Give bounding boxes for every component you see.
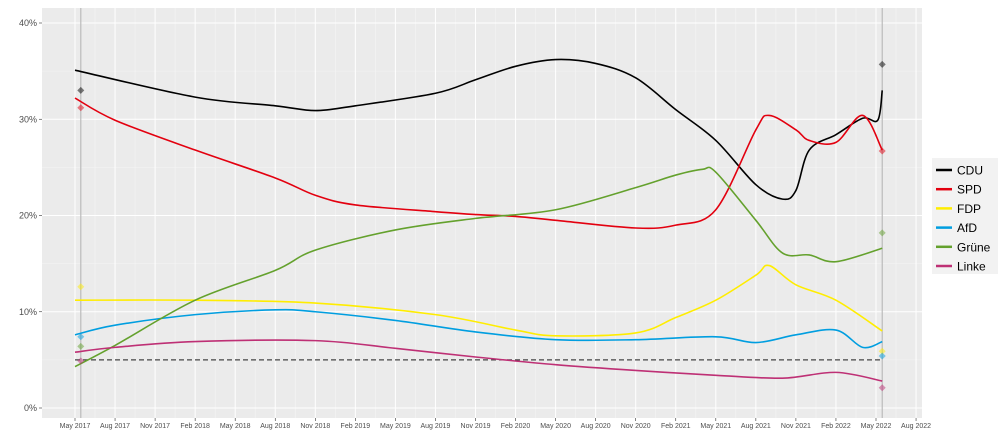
y-tick-label: 10% xyxy=(19,307,37,317)
x-tick-label: Feb 2022 xyxy=(821,423,851,430)
election-result-marker-afd xyxy=(878,352,886,360)
legend-label-fdp: FDP xyxy=(957,202,981,216)
election-result-marker-cdu xyxy=(77,86,85,94)
y-tick-label: 20% xyxy=(19,211,37,221)
x-tick-label: May 2018 xyxy=(220,423,251,430)
legend-label-afd: AfD xyxy=(957,221,977,235)
legend-label-gruene: Grüne xyxy=(957,240,991,254)
legend-label-linke: Linke xyxy=(957,260,986,274)
election-result-marker-afd xyxy=(77,333,85,341)
plot-background xyxy=(42,8,922,418)
election-result-marker-gruene xyxy=(77,342,85,350)
x-tick-label: Feb 2021 xyxy=(661,423,691,430)
x-tick-label: May 2022 xyxy=(861,423,892,430)
x-tick-label: Nov 2019 xyxy=(461,423,491,430)
x-tick-label: Feb 2020 xyxy=(501,423,531,430)
x-tick-label: Nov 2018 xyxy=(300,423,330,430)
x-tick-label: May 2020 xyxy=(540,423,571,430)
x-tick-label: Feb 2018 xyxy=(180,423,210,430)
y-tick-label: 40% xyxy=(19,18,37,28)
election-result-marker-spd xyxy=(878,147,886,155)
x-tick-label: Aug 2020 xyxy=(581,423,611,430)
x-tick-label: Aug 2022 xyxy=(901,423,931,430)
legend-background xyxy=(932,158,998,274)
election-result-marker-linke xyxy=(77,357,85,365)
legend-label-spd: SPD xyxy=(957,183,982,197)
x-tick-label: May 2021 xyxy=(700,423,731,430)
election-result-marker-linke xyxy=(878,384,886,392)
x-tick-label: Aug 2018 xyxy=(260,423,290,430)
x-tick-label: Nov 2020 xyxy=(621,423,651,430)
legend-label-cdu: CDU xyxy=(957,164,983,178)
legend: CDU SPD FDP AfD Grüne Linke xyxy=(932,158,998,274)
x-tick-label: May 2019 xyxy=(380,423,411,430)
election-result-marker-cdu xyxy=(878,60,886,68)
y-tick-label: 0% xyxy=(24,403,37,413)
trend-line-afd xyxy=(74,308,883,349)
election-result-marker-spd xyxy=(77,104,85,112)
trend-line-cdu xyxy=(74,58,884,201)
trend-line-gruene xyxy=(74,166,883,368)
election-result-marker-gruene xyxy=(878,229,886,237)
x-tick-label: Nov 2021 xyxy=(781,423,811,430)
trend-line-spd xyxy=(74,97,883,230)
y-tick-label: 30% xyxy=(19,114,37,124)
x-tick-label: May 2017 xyxy=(60,423,91,430)
x-tick-label: Feb 2019 xyxy=(341,423,371,430)
x-tick-label: Nov 2017 xyxy=(140,423,170,430)
trend-line-fdp xyxy=(74,264,883,337)
x-tick-label: Aug 2021 xyxy=(741,423,771,430)
election-result-marker-fdp xyxy=(878,347,886,355)
election-result-marker-fdp xyxy=(77,283,85,291)
x-tick-label: Aug 2017 xyxy=(100,423,130,430)
x-tick-label: Aug 2019 xyxy=(420,423,450,430)
trend-line-linke xyxy=(74,339,883,382)
